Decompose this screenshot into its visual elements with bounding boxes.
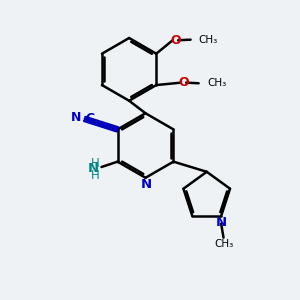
Text: CH₃: CH₃ bbox=[214, 239, 234, 249]
Text: H: H bbox=[91, 157, 100, 170]
Text: CH₃: CH₃ bbox=[198, 35, 217, 45]
Text: H: H bbox=[91, 169, 100, 182]
Text: O: O bbox=[170, 34, 181, 47]
Text: N: N bbox=[216, 216, 227, 229]
Text: O: O bbox=[179, 76, 189, 89]
Text: C: C bbox=[85, 112, 94, 125]
Text: N: N bbox=[88, 162, 99, 175]
Text: CH₃: CH₃ bbox=[207, 78, 226, 88]
Text: N: N bbox=[71, 111, 82, 124]
Text: N: N bbox=[141, 178, 152, 191]
